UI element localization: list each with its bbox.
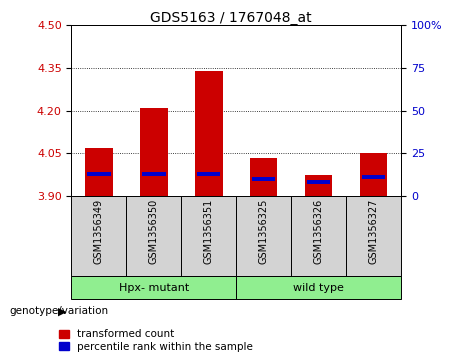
Text: GSM1356326: GSM1356326: [313, 199, 324, 264]
Bar: [87, 172, 111, 176]
Text: ▶: ▶: [59, 306, 67, 316]
Text: GDS5163 / 1767048_at: GDS5163 / 1767048_at: [150, 11, 311, 25]
Bar: [305, 175, 332, 196]
Bar: [252, 177, 275, 181]
Legend: transformed count, percentile rank within the sample: transformed count, percentile rank withi…: [58, 328, 254, 353]
Bar: [346, 196, 401, 276]
Bar: [71, 276, 236, 299]
Bar: [195, 71, 223, 196]
Bar: [85, 148, 112, 196]
Bar: [140, 108, 168, 196]
Bar: [236, 276, 401, 299]
Bar: [362, 175, 385, 179]
Bar: [71, 196, 126, 276]
Text: genotype/variation: genotype/variation: [9, 306, 108, 316]
Bar: [142, 172, 165, 176]
Bar: [181, 196, 236, 276]
Bar: [236, 196, 291, 276]
Text: GSM1356350: GSM1356350: [149, 199, 159, 264]
Bar: [291, 196, 346, 276]
Bar: [197, 172, 220, 176]
Text: GSM1356327: GSM1356327: [369, 199, 378, 264]
Bar: [307, 180, 331, 184]
Text: GSM1356325: GSM1356325: [259, 199, 269, 264]
Bar: [360, 153, 387, 196]
Text: Hpx- mutant: Hpx- mutant: [119, 283, 189, 293]
Bar: [126, 196, 181, 276]
Text: GSM1356351: GSM1356351: [204, 199, 214, 264]
Text: GSM1356349: GSM1356349: [94, 199, 104, 264]
Text: wild type: wild type: [293, 283, 344, 293]
Bar: [250, 158, 278, 196]
